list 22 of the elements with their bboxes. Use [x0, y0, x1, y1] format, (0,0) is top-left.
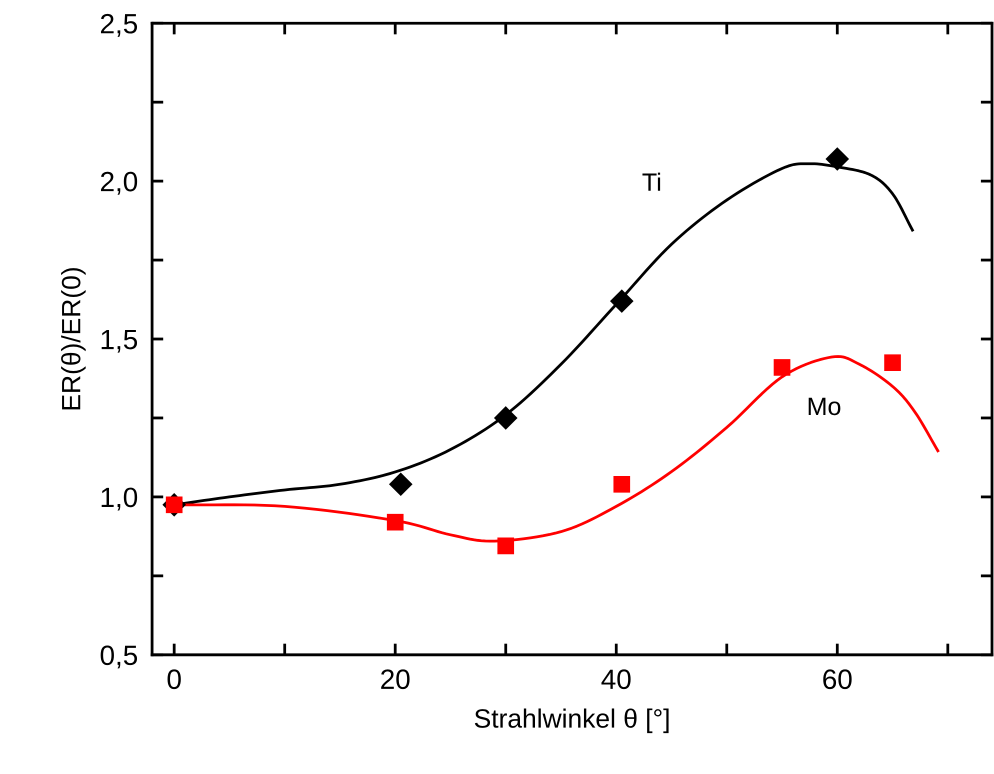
point: [386, 514, 404, 531]
y-tick-label: 1,5: [102, 330, 138, 353]
y-tick-label: 0,5: [100, 645, 138, 668]
point: [884, 354, 901, 372]
x-tick-label: 40: [601, 669, 631, 690]
point: [497, 538, 514, 554]
x-axis-title: Strahlwinkel θ [°]: [474, 708, 669, 734]
point: [494, 406, 518, 430]
y-axis-title: ER(θ)/ER(0): [61, 268, 86, 410]
point: [610, 289, 634, 313]
point: [613, 476, 630, 493]
x-tick-label: 0: [168, 669, 181, 690]
x-tick-label: 20: [381, 669, 410, 690]
series-label: Mo: [808, 398, 840, 416]
series-label: Ti: [642, 172, 660, 191]
y-tick-label: 1,0: [102, 488, 138, 511]
point: [388, 472, 413, 496]
point: [826, 147, 850, 171]
y-tick-label: 2,5: [100, 14, 138, 37]
point: [774, 359, 790, 376]
y-tick-label: 2,0: [100, 172, 138, 195]
x-tick-label: 60: [823, 669, 852, 690]
